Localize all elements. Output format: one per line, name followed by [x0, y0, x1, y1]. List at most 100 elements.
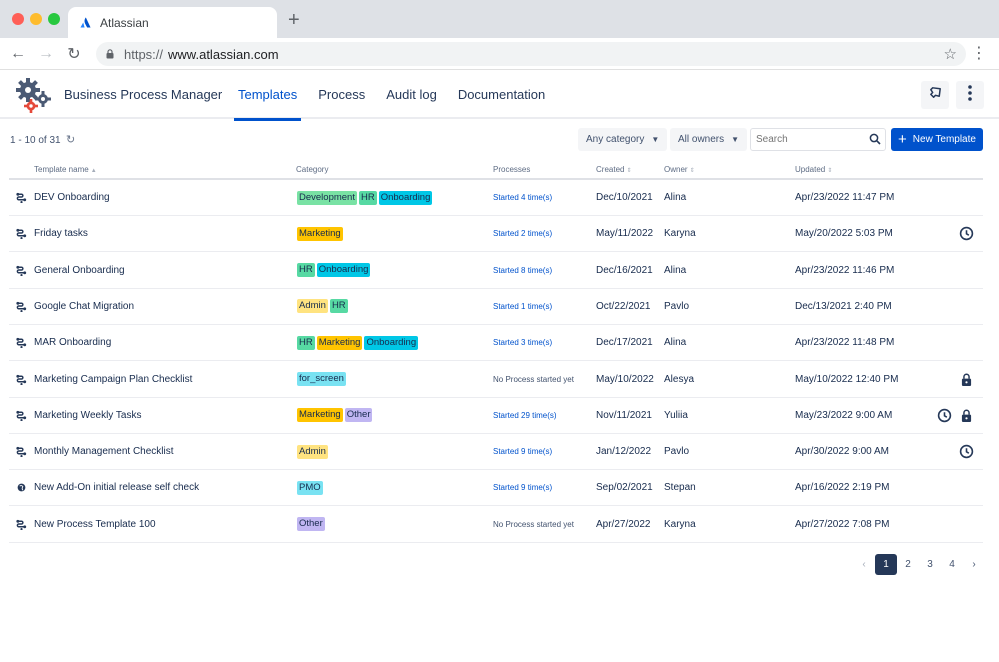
browser-menu-icon[interactable]: ⋮	[971, 45, 987, 62]
reload-icon[interactable]: ↻	[67, 46, 81, 63]
minimize-window-button[interactable]	[30, 13, 42, 25]
created-cell: Nov/11/2021	[596, 409, 652, 421]
template-name-link[interactable]: New Add-On initial release self check	[34, 482, 200, 494]
table-row[interactable]: General Onboarding HR Onboarding Started 8 …	[9, 253, 983, 289]
column-header-name-label: Template name	[34, 165, 89, 174]
template-name-link[interactable]: Friday tasks	[34, 228, 88, 240]
processes-link[interactable]: Started 3 time(s)	[493, 338, 553, 348]
url-bar[interactable]: https:// www.atlassian.com	[96, 42, 966, 66]
template-name-link[interactable]: DEV Onboarding	[34, 192, 110, 203]
schedule-clock-icon[interactable]	[959, 444, 974, 462]
template-name-link[interactable]: General Onboarding	[34, 264, 125, 276]
browser-tab-title: Atlassian	[100, 15, 149, 30]
category-lozenge: Marketing	[316, 335, 363, 350]
table-row[interactable]: MAR Onboarding HR Marketing Onboarding Start…	[9, 325, 983, 362]
category-lozenge: Development	[297, 190, 357, 205]
flow-icon	[16, 192, 27, 206]
previous-page-icon[interactable]: ‹	[862, 559, 866, 570]
table-row[interactable]: Marketing Weekly Tasks Marketing Other Star…	[9, 398, 983, 434]
updated-cell: May/10/2022 12:40 PM	[795, 373, 899, 385]
template-name-link[interactable]: Marketing Weekly Tasks	[34, 409, 142, 421]
column-header-owner[interactable]: Owner ⇕	[664, 165, 695, 174]
category-lozenge: HR	[329, 299, 348, 314]
more-options-button[interactable]	[956, 81, 984, 109]
page-1-button[interactable]: 1	[875, 554, 897, 575]
search-icon[interactable]	[869, 133, 881, 148]
template-name-link[interactable]: Google Chat Migration	[34, 300, 135, 312]
column-header-updated-label: Updated	[795, 165, 826, 174]
forward-icon[interactable]: →	[38, 45, 54, 62]
lock-icon[interactable]	[961, 409, 972, 426]
column-header-created[interactable]: Created ⇕	[596, 165, 632, 174]
search-input[interactable]	[756, 134, 866, 145]
owner-cell: Pavlo	[664, 300, 690, 312]
template-name-link[interactable]: New Process Template 100	[34, 518, 156, 530]
column-header-category: Category	[296, 165, 328, 174]
category-cell: for_screen	[297, 362, 348, 397]
owner-cell: Karyna	[664, 228, 696, 240]
owner-filter-value: All owners	[678, 134, 725, 145]
tab-audit-log[interactable]: Audit log	[386, 87, 437, 102]
created-cell: May/10/2022	[596, 373, 654, 385]
category-cell: Admin HR	[297, 289, 350, 324]
category-cell: PMO	[297, 470, 325, 505]
template-name-link[interactable]: Monthly Management Checklist	[34, 446, 174, 458]
page-4-button[interactable]: 4	[949, 559, 955, 570]
processes-link[interactable]: Started 8 time(s)	[493, 265, 553, 275]
category-cell: Other	[297, 507, 327, 542]
flow-icon	[16, 301, 27, 315]
column-header-updated[interactable]: Updated ⇕	[795, 165, 832, 174]
new-tab-icon[interactable]: +	[288, 9, 300, 31]
column-header-processes-label: Processes	[493, 165, 531, 174]
browser-tab[interactable]: Atlassian	[68, 7, 277, 38]
processes-link[interactable]: Started 1 time(s)	[493, 301, 553, 311]
schedule-clock-icon[interactable]	[959, 226, 974, 244]
table-row[interactable]: Monthly Management Checklist Admin Started…	[9, 434, 983, 471]
refresh-icon[interactable]: ↻	[66, 134, 76, 146]
processes-link[interactable]: Started 29 time(s)	[493, 410, 557, 420]
tab-process[interactable]: Process	[318, 87, 366, 102]
owner-filter-dropdown[interactable]: All owners ▼	[670, 128, 748, 151]
processes-link[interactable]: Started 2 time(s)	[493, 229, 553, 239]
sort-icon: ⇕	[626, 168, 632, 174]
page-2-button[interactable]: 2	[905, 559, 911, 570]
table-row[interactable]: Marketing Campaign Plan Checklist for_scr…	[9, 362, 983, 398]
processes-link[interactable]: Started 9 time(s)	[493, 483, 553, 493]
table-row[interactable]: New Process Template 100 Other No Process …	[9, 507, 983, 543]
flow-icon	[16, 228, 27, 242]
gears-logo-icon	[14, 75, 54, 115]
back-icon[interactable]: ←	[10, 45, 26, 62]
tab-templates[interactable]: Templates	[234, 71, 302, 121]
megaphone-icon	[928, 85, 943, 105]
maximize-window-button[interactable]	[48, 13, 60, 25]
tab-documentation[interactable]: Documentation	[457, 87, 546, 102]
new-template-button[interactable]: + New Template	[891, 128, 983, 151]
plus-icon: +	[898, 130, 907, 148]
category-lozenge: HR	[358, 190, 377, 205]
category-cell: HR Marketing Onboarding	[297, 325, 420, 360]
flow-icon	[16, 410, 27, 424]
template-name-link[interactable]: MAR Onboarding	[34, 337, 112, 349]
page-3-button[interactable]: 3	[927, 559, 933, 570]
category-lozenge: PMO	[297, 480, 323, 495]
column-header-name[interactable]: Template name ▲	[34, 165, 97, 174]
bookmark-star-icon[interactable]: ☆	[943, 46, 957, 63]
table-row[interactable]: Google Chat Migration Admin HR Started 1 ti…	[9, 289, 983, 325]
category-filter-dropdown[interactable]: Any category ▼	[578, 128, 668, 151]
table-row[interactable]: Friday tasks Marketing Started 2 time(s) Ma…	[9, 216, 983, 253]
processes-link[interactable]: Started 9 time(s)	[493, 447, 553, 457]
processes-link[interactable]: Started 4 time(s)	[493, 193, 553, 202]
category-lozenge: HR	[297, 335, 315, 350]
schedule-clock-icon[interactable]	[937, 408, 952, 426]
feedback-button[interactable]	[921, 81, 949, 109]
next-page-icon[interactable]: ›	[972, 559, 976, 570]
owner-cell: Stepan	[664, 482, 696, 494]
table-row[interactable]: New Add-On initial release self check PMO…	[9, 470, 983, 507]
close-window-button[interactable]	[12, 13, 24, 25]
created-cell: Jan/12/2022	[596, 446, 652, 458]
lock-icon[interactable]	[961, 373, 972, 390]
updated-cell: May/23/2022 9:00 AM	[795, 409, 893, 421]
category-lozenge: Onboarding	[316, 263, 371, 278]
table-row[interactable]: DEV Onboarding Development HR Onboarding Sta…	[9, 180, 983, 216]
template-name-link[interactable]: Marketing Campaign Plan Checklist	[34, 373, 193, 385]
